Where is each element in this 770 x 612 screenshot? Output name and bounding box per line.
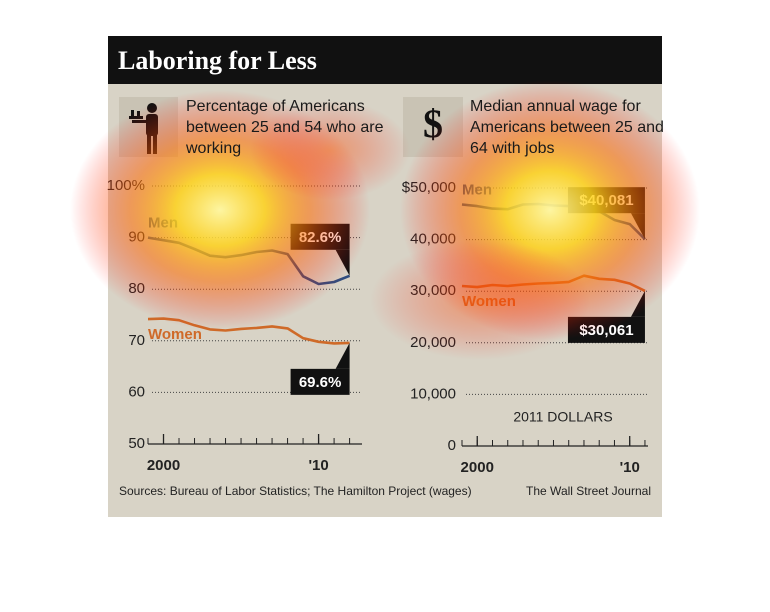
end-label-pointer — [335, 342, 350, 369]
x-tick-label: 2000 — [461, 459, 494, 476]
legend-label: Men — [462, 181, 492, 198]
end-label: $30,061 — [579, 322, 633, 339]
end-label-box — [290, 368, 350, 395]
x-tick-label: '10 — [308, 457, 328, 474]
y-tick-label: 60 — [128, 383, 145, 400]
dollar-icon: $ — [423, 101, 443, 146]
sources: Sources: Bureau of Labor Statistics; The… — [119, 484, 472, 498]
legend-label: Men — [148, 215, 178, 232]
y-tick-label: 20,000 — [410, 334, 456, 351]
subtitle: Median annual wage for Americans between… — [470, 98, 664, 157]
legend-label: Women — [148, 326, 202, 343]
subtitle: Percentage of Americans between 25 and 5… — [186, 98, 384, 157]
y-tick-label: 10,000 — [410, 385, 456, 402]
title-bar — [108, 36, 662, 84]
y-tick-label: 0 — [448, 437, 456, 454]
y-tick-label: 30,000 — [410, 282, 456, 299]
y-tick-label: 50 — [128, 435, 145, 452]
headline: Laboring for Less — [118, 46, 317, 75]
note: 2011 DOLLARS — [513, 408, 612, 424]
y-tick-label: 80 — [128, 280, 145, 297]
y-tick-label: 70 — [128, 332, 145, 349]
y-tick-label: 90 — [128, 229, 145, 246]
y-tick-label: $50,000 — [402, 179, 456, 196]
x-tick-label: 2000 — [147, 457, 180, 474]
x-tick-label: '10 — [620, 459, 640, 476]
end-label: 69.6% — [299, 374, 342, 391]
legend-label: Women — [462, 293, 516, 310]
credit: The Wall Street Journal — [526, 484, 651, 498]
y-tick-label: 100% — [107, 177, 145, 194]
end-label: 82.6% — [299, 229, 342, 246]
y-tick-label: 40,000 — [410, 231, 456, 248]
end-label: $40,081 — [579, 192, 633, 209]
